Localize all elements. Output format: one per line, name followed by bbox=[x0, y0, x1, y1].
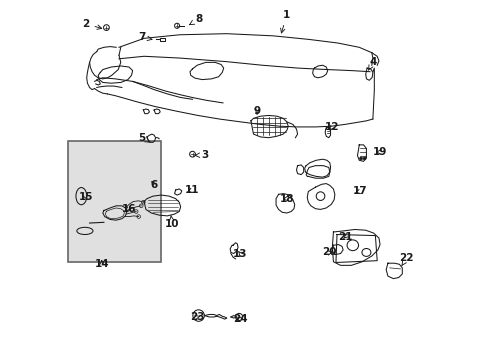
Text: 6: 6 bbox=[150, 180, 158, 190]
Bar bbox=[68, 141, 160, 262]
Circle shape bbox=[359, 157, 362, 160]
Text: 9: 9 bbox=[253, 106, 260, 116]
Text: 18: 18 bbox=[279, 194, 293, 204]
Text: 11: 11 bbox=[185, 185, 199, 195]
Text: 5: 5 bbox=[139, 133, 149, 143]
Text: 2: 2 bbox=[82, 19, 102, 29]
Text: 24: 24 bbox=[232, 314, 247, 324]
Text: 12: 12 bbox=[325, 122, 339, 132]
Text: 23: 23 bbox=[189, 312, 204, 322]
Text: 21: 21 bbox=[338, 232, 352, 242]
Text: 17: 17 bbox=[352, 186, 366, 197]
Circle shape bbox=[363, 157, 366, 160]
Bar bbox=[160, 38, 164, 41]
Text: 14: 14 bbox=[94, 259, 109, 269]
Text: 7: 7 bbox=[138, 32, 152, 42]
Text: 10: 10 bbox=[164, 216, 179, 229]
Text: 8: 8 bbox=[189, 14, 202, 25]
Text: 4: 4 bbox=[367, 57, 376, 70]
Text: 19: 19 bbox=[372, 147, 386, 157]
Text: 1: 1 bbox=[280, 10, 290, 33]
Text: 13: 13 bbox=[232, 248, 247, 258]
Text: 16: 16 bbox=[122, 204, 136, 214]
Text: 15: 15 bbox=[79, 192, 93, 202]
Text: 20: 20 bbox=[322, 247, 336, 257]
Text: 3: 3 bbox=[195, 150, 208, 160]
Text: 22: 22 bbox=[399, 253, 413, 266]
